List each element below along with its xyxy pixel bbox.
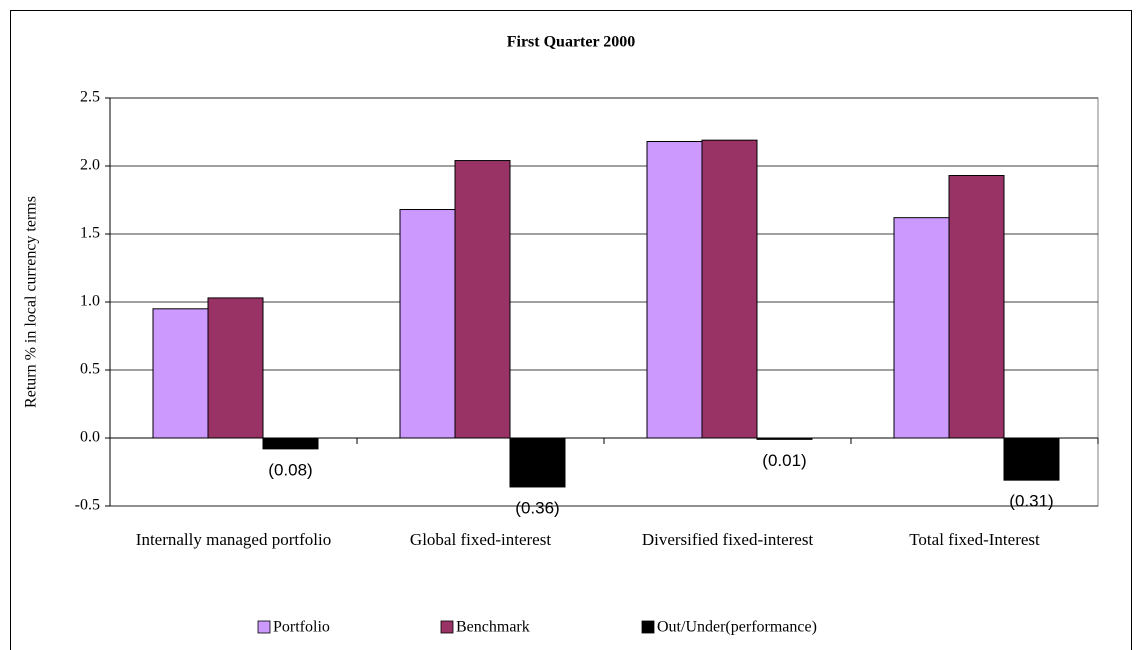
legend-label: Benchmark bbox=[456, 619, 530, 636]
y-tick-label: 2.5 bbox=[80, 89, 100, 106]
bar bbox=[646, 141, 703, 439]
y-tick-label: 0.5 bbox=[80, 361, 100, 378]
chart-title: First Quarter 2000 bbox=[507, 34, 636, 51]
y-tick-label: -0.5 bbox=[75, 497, 100, 514]
bar bbox=[454, 160, 511, 439]
bar bbox=[207, 297, 264, 439]
x-tick-label: Total fixed-Interest bbox=[909, 530, 1040, 549]
bar bbox=[262, 437, 319, 450]
x-tick-label: Internally managed portfolio bbox=[135, 530, 332, 549]
legend-swatch bbox=[641, 620, 655, 634]
legend-label: Out/Under(performance) bbox=[657, 619, 817, 636]
y-axis-label: Return % in local currency terms bbox=[23, 196, 40, 408]
bar bbox=[399, 209, 456, 439]
value-label: (0.08) bbox=[268, 460, 312, 479]
legend-swatch bbox=[257, 620, 271, 634]
y-tick-label: 2.0 bbox=[80, 157, 100, 174]
bar bbox=[152, 308, 209, 439]
bar bbox=[701, 139, 758, 439]
bar bbox=[509, 437, 566, 488]
y-tick-label: 0.0 bbox=[80, 429, 100, 446]
value-label: (0.01) bbox=[762, 451, 806, 470]
x-tick-label: Global fixed-interest bbox=[409, 530, 552, 549]
bar bbox=[893, 217, 950, 439]
value-label: (0.31) bbox=[1009, 492, 1053, 511]
bar bbox=[1003, 437, 1060, 481]
legend-label: Portfolio bbox=[273, 619, 330, 636]
bar bbox=[948, 175, 1005, 439]
y-tick-label: 1.5 bbox=[80, 225, 100, 242]
value-label: (0.36) bbox=[515, 498, 559, 517]
legend-swatch bbox=[440, 620, 454, 634]
y-tick-label: 1.0 bbox=[80, 293, 100, 310]
x-tick-label: Diversified fixed-interest bbox=[641, 530, 814, 549]
